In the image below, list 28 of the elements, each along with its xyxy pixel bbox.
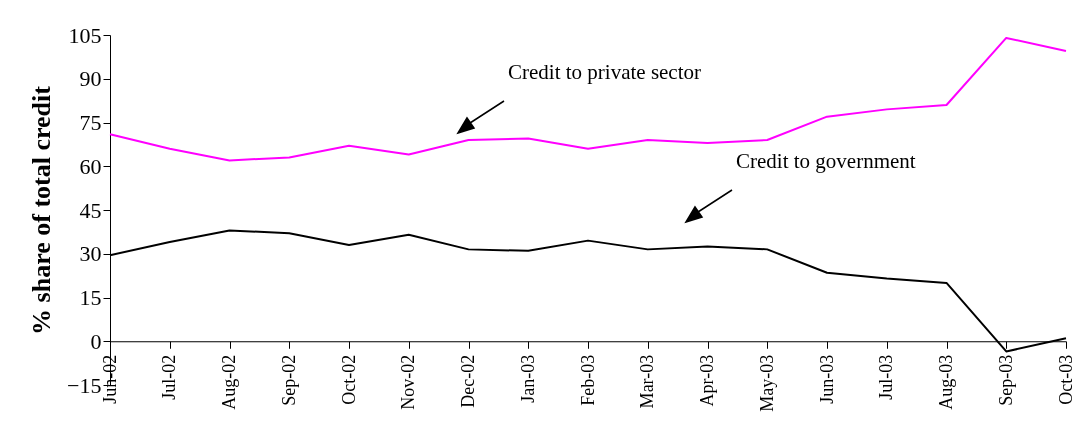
x-tick-label: Jun-03 [816,354,837,404]
y-tick-label: 45 [79,197,102,223]
y-tick-label: 75 [79,110,102,135]
x-tick-label: Jul-02 [159,354,180,400]
y-tick-label: 30 [79,241,102,267]
y-tick-label: 90 [79,66,102,92]
y-tick-label: 0 [90,328,102,354]
x-tick-label: Jul-03 [876,354,897,400]
x-tick-label: Oct-03 [1055,354,1073,405]
x-tick-label: Mar-03 [637,354,658,409]
x-tick-label: Aug-02 [219,354,239,410]
annotation: Credit to private sector [508,60,702,84]
x-tick-label: Feb-03 [577,354,598,406]
x-tick-label: Dec-02 [458,354,478,408]
y-axis-title: % share of total credit [27,85,57,335]
x-tick-label: Aug-03 [936,354,956,410]
y-tick-label: 60 [79,153,102,179]
x-tick-label: Apr-03 [697,354,717,407]
x-tick-label: Oct-02 [338,354,359,405]
y-tick-label: −15 [67,372,102,398]
x-tick-label: Sep-02 [278,354,299,406]
x-tick-label: Sep-03 [995,354,1016,406]
y-tick-label: 15 [79,285,102,310]
annotation: Credit to government [736,149,916,173]
x-tick-label: Nov-02 [398,354,419,410]
x-tick-label: Jan-03 [517,354,538,403]
x-tick-label: May-03 [756,354,777,412]
y-tick-label: 105 [68,22,102,48]
